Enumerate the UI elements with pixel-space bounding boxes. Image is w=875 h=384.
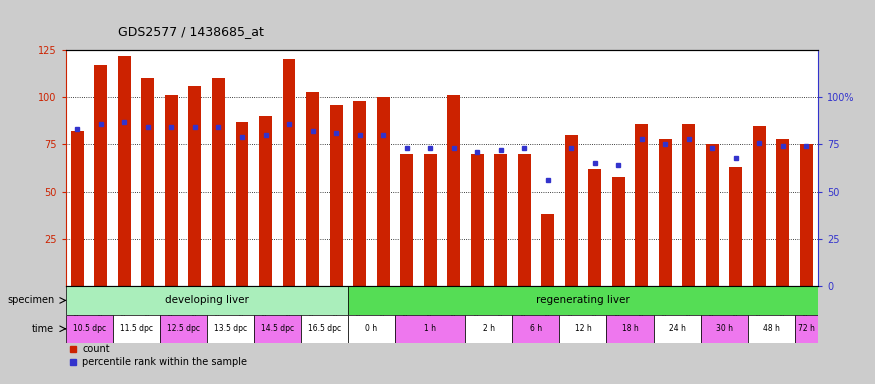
Text: 72 h: 72 h	[798, 324, 815, 333]
Bar	[354, 101, 366, 286]
Bar	[466, 314, 513, 343]
Bar	[564, 135, 578, 286]
Bar	[71, 131, 84, 286]
Bar	[235, 122, 248, 286]
Text: 18 h: 18 h	[621, 324, 639, 333]
Bar	[654, 314, 701, 343]
Bar	[606, 314, 654, 343]
Bar	[518, 154, 530, 286]
Text: 13.5 dpc: 13.5 dpc	[214, 324, 247, 333]
Text: 30 h: 30 h	[716, 324, 732, 333]
Bar	[612, 177, 625, 286]
Bar	[160, 314, 206, 343]
Bar	[395, 314, 466, 343]
Text: 2 h: 2 h	[483, 324, 495, 333]
Bar	[447, 95, 460, 286]
Text: 6 h: 6 h	[530, 324, 542, 333]
Bar	[730, 167, 742, 286]
Text: GDS2577 / 1438685_at: GDS2577 / 1438685_at	[118, 25, 264, 38]
Text: 11.5 dpc: 11.5 dpc	[120, 324, 152, 333]
Bar	[776, 139, 789, 286]
Text: regenerating liver: regenerating liver	[536, 295, 630, 305]
Bar	[635, 124, 648, 286]
Text: 12.5 dpc: 12.5 dpc	[167, 324, 200, 333]
Bar	[330, 105, 342, 286]
Text: 12 h: 12 h	[575, 324, 592, 333]
Bar	[94, 65, 108, 286]
Bar	[259, 116, 272, 286]
Bar	[206, 314, 254, 343]
Bar	[800, 144, 813, 286]
Bar	[706, 144, 718, 286]
Bar	[283, 60, 296, 286]
Bar	[118, 56, 131, 286]
Bar	[513, 314, 559, 343]
Bar	[682, 124, 696, 286]
Text: percentile rank within the sample: percentile rank within the sample	[82, 357, 247, 367]
Bar	[306, 91, 319, 286]
Text: specimen: specimen	[7, 295, 54, 305]
Bar	[588, 169, 601, 286]
Text: time: time	[32, 324, 54, 334]
Bar	[747, 314, 794, 343]
Text: 0 h: 0 h	[365, 324, 377, 333]
Text: 24 h: 24 h	[668, 324, 685, 333]
Bar	[66, 314, 113, 343]
Bar	[142, 78, 154, 286]
Bar	[301, 314, 348, 343]
Bar	[659, 139, 672, 286]
Text: 48 h: 48 h	[763, 324, 780, 333]
Bar	[376, 97, 389, 286]
Bar	[400, 154, 413, 286]
Bar	[212, 78, 225, 286]
Text: 14.5 dpc: 14.5 dpc	[261, 324, 294, 333]
Bar	[752, 126, 766, 286]
Bar	[794, 314, 818, 343]
Bar	[254, 314, 301, 343]
Bar	[348, 314, 395, 343]
Bar	[66, 286, 348, 314]
Bar	[542, 214, 554, 286]
Bar	[559, 314, 606, 343]
Bar	[494, 154, 507, 286]
Text: 10.5 dpc: 10.5 dpc	[73, 324, 106, 333]
Bar	[348, 286, 818, 314]
Bar	[424, 154, 437, 286]
Bar	[701, 314, 747, 343]
Bar	[471, 154, 484, 286]
Bar	[188, 86, 201, 286]
Bar	[165, 95, 178, 286]
Text: developing liver: developing liver	[164, 295, 248, 305]
Text: 16.5 dpc: 16.5 dpc	[308, 324, 341, 333]
Bar	[113, 314, 160, 343]
Text: count: count	[82, 344, 109, 354]
Text: 1 h: 1 h	[424, 324, 436, 333]
